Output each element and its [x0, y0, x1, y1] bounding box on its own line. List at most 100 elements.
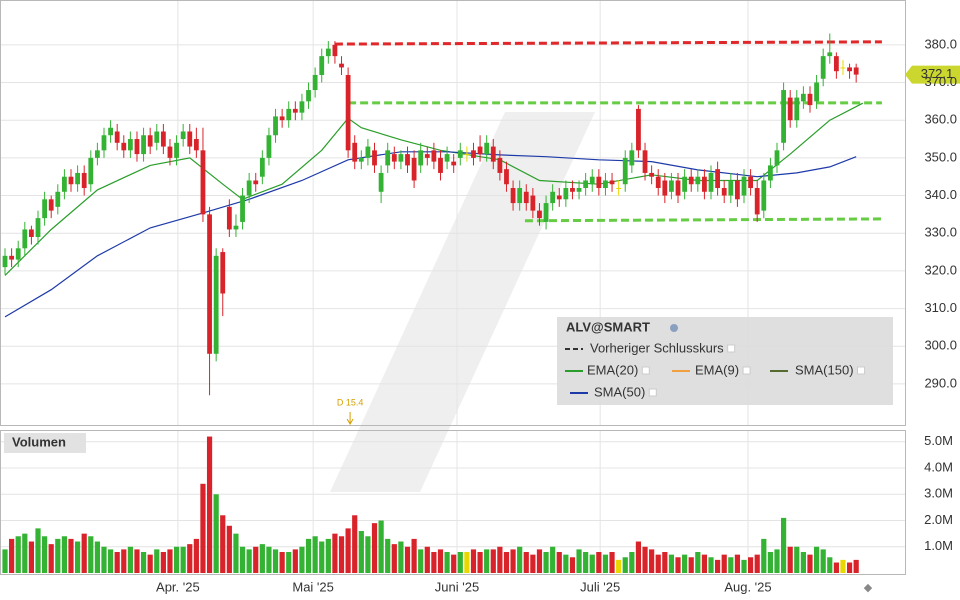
volume-bar [556, 552, 562, 573]
volume-bar [635, 541, 642, 573]
volume-bar [233, 533, 239, 573]
candle-body [9, 255, 15, 260]
marks [2, 33, 882, 573]
volume-bar [576, 549, 582, 573]
candle-body [464, 154, 470, 156]
legend-label: SMA(150) [795, 362, 854, 377]
volume-bar [741, 559, 747, 573]
legend-toggle[interactable] [648, 388, 657, 397]
y-tick-label: 320.0 [924, 262, 957, 277]
volume-bar [173, 546, 180, 573]
trend-line [524, 217, 882, 223]
volume-bar [391, 544, 397, 573]
y-tick-label: 370.0 [924, 74, 957, 89]
volume-bar [622, 557, 628, 573]
volume-bar [140, 552, 147, 573]
volume-bar [134, 549, 140, 573]
candle-body [75, 172, 80, 185]
volume-label-box [4, 433, 86, 453]
candle-body [220, 252, 226, 294]
volume-bar [543, 552, 549, 573]
candle-body [312, 74, 318, 91]
volume-bar [444, 552, 450, 573]
last-price-tag [905, 65, 960, 84]
volume-bar [761, 538, 767, 573]
candle-body [748, 176, 754, 189]
volume-bar [332, 533, 338, 573]
candle-body [207, 214, 212, 354]
candle-body [398, 154, 404, 162]
volume-bar [107, 549, 114, 573]
candle-body [29, 229, 34, 237]
volume-bar [754, 554, 760, 573]
legend-toggle[interactable] [742, 366, 751, 375]
candle-body [358, 157, 364, 162]
volume-bar [48, 544, 54, 573]
volume-panel [0, 430, 906, 575]
candle-body [279, 116, 285, 121]
candle-body [299, 101, 305, 113]
volume-bar [728, 557, 734, 573]
legend-toggle[interactable] [857, 366, 866, 375]
y-tick-label: 290.0 [924, 375, 957, 390]
candle-body [556, 195, 562, 200]
candle-body [226, 206, 232, 230]
candle-body [688, 176, 694, 185]
candle-body [563, 188, 569, 200]
x-tick-label: Juni '25 [435, 579, 479, 594]
candle-body [807, 93, 813, 106]
candle-body [840, 67, 846, 69]
candle-body [200, 150, 206, 215]
volume-bar [114, 552, 120, 573]
candle-body [127, 139, 133, 151]
candle-body [55, 191, 61, 207]
candle-body [444, 154, 450, 162]
x-tick-label: Apr. '25 [156, 579, 200, 594]
candle-body [94, 150, 100, 158]
candle-body [550, 191, 556, 204]
price-panel [0, 0, 906, 426]
volume-bar [682, 554, 688, 573]
scroll-marker[interactable]: ◆ [864, 582, 873, 594]
volume-bar [206, 436, 213, 573]
candle-body [767, 165, 773, 181]
legend-label: EMA(20) [587, 362, 638, 377]
candle-body [167, 146, 173, 158]
volume-bar [424, 546, 430, 573]
ma-line [4, 102, 864, 276]
volume-bar [780, 517, 787, 573]
volume-bar [338, 536, 345, 573]
candle-body [286, 108, 292, 121]
volume-bar [827, 557, 833, 573]
volume-bar [286, 552, 292, 573]
candle-body [715, 169, 721, 189]
volume-bar [200, 483, 206, 573]
legend-toggle[interactable] [727, 344, 736, 353]
candle-body [187, 131, 193, 147]
candle-body [754, 188, 760, 215]
volume-bar [708, 557, 714, 573]
volume-bar [418, 549, 424, 573]
volume-bar [800, 552, 806, 573]
volume-bar [74, 541, 81, 573]
candle-body [820, 56, 826, 79]
y-tick-label: 360.0 [924, 112, 957, 127]
candle-body [662, 180, 668, 196]
candle-body [708, 172, 714, 192]
volume-bar [517, 546, 523, 573]
candle-body [669, 180, 674, 192]
volume-bar [589, 554, 595, 573]
volume-bar [358, 531, 364, 573]
volume-bar [385, 538, 391, 573]
candle-body [781, 90, 786, 143]
grid [0, 0, 905, 573]
volume-bar [127, 546, 133, 573]
volume-bar [563, 554, 569, 573]
legend-toggle[interactable] [641, 366, 650, 375]
candle-body [213, 255, 219, 354]
volume-tick-label: 5.0M [924, 433, 953, 448]
volume-bar [147, 554, 153, 573]
legend-box [557, 317, 893, 405]
volume-bar [774, 549, 780, 573]
candle-body [774, 150, 780, 166]
